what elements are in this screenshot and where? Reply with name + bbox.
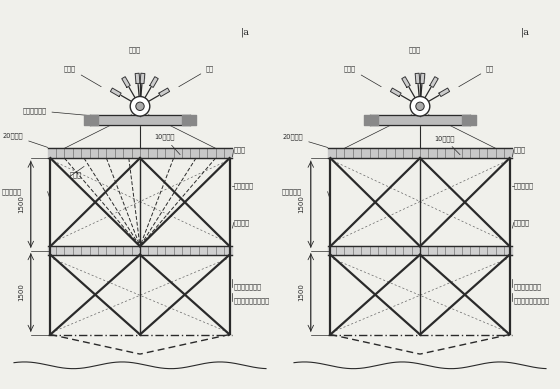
Text: 20井枱钉: 20井枱钉 bbox=[3, 132, 48, 147]
Circle shape bbox=[416, 102, 424, 110]
Polygon shape bbox=[159, 88, 170, 96]
Polygon shape bbox=[110, 88, 121, 96]
Text: 1500: 1500 bbox=[18, 195, 24, 213]
Polygon shape bbox=[140, 73, 145, 84]
Circle shape bbox=[410, 96, 430, 116]
Text: 格构支架: 格构支架 bbox=[234, 219, 250, 226]
Text: 脚手表: 脚手表 bbox=[514, 146, 526, 153]
Polygon shape bbox=[135, 73, 140, 84]
Text: 纵向水平杨: 纵向水平杨 bbox=[514, 183, 534, 189]
Text: 纵向水平杨: 纵向水平杨 bbox=[234, 183, 254, 189]
Polygon shape bbox=[439, 88, 450, 96]
Text: 附加水平剪刀筒: 附加水平剪刀筒 bbox=[234, 284, 262, 290]
Polygon shape bbox=[150, 77, 158, 88]
Text: 脚手表: 脚手表 bbox=[234, 146, 246, 153]
Text: 横向水平杨: 横向水平杨 bbox=[1, 188, 21, 195]
Text: |a: |a bbox=[241, 27, 250, 37]
Text: |a: |a bbox=[521, 27, 530, 37]
Polygon shape bbox=[415, 73, 420, 84]
Polygon shape bbox=[430, 77, 438, 88]
Text: 格构支架: 格构支架 bbox=[514, 219, 530, 226]
Text: 八字架: 八字架 bbox=[70, 172, 82, 178]
Text: 下接管: 下接管 bbox=[408, 47, 421, 53]
Text: 1500: 1500 bbox=[18, 284, 24, 301]
Text: 10千千典: 10千千典 bbox=[154, 134, 180, 155]
Text: 锂板支撑坐架: 锂板支撑坐架 bbox=[22, 107, 123, 119]
Text: 每二步水平杨设一道: 每二步水平杨设一道 bbox=[234, 298, 270, 304]
Circle shape bbox=[130, 96, 150, 116]
Text: 下接管: 下接管 bbox=[128, 47, 141, 53]
Polygon shape bbox=[122, 77, 130, 88]
Text: 每二步水平杨设一道: 每二步水平杨设一道 bbox=[514, 298, 550, 304]
Text: 20井枱钉: 20井枱钉 bbox=[283, 134, 328, 147]
Text: 10千千典: 10千千典 bbox=[434, 135, 460, 155]
Text: 下接件: 下接件 bbox=[344, 65, 381, 87]
Text: 1500: 1500 bbox=[298, 195, 304, 213]
Text: 横向水平杨: 横向水平杨 bbox=[281, 188, 301, 195]
Text: 螺扟: 螺扟 bbox=[179, 65, 214, 87]
Text: 1500: 1500 bbox=[298, 284, 304, 301]
Text: 附加水平剪刀筒: 附加水平剪刀筒 bbox=[514, 284, 542, 290]
Text: 螺扟: 螺扟 bbox=[459, 65, 494, 87]
Circle shape bbox=[136, 102, 144, 110]
Text: 下接件: 下接件 bbox=[64, 65, 101, 87]
Polygon shape bbox=[390, 88, 401, 96]
Polygon shape bbox=[402, 77, 410, 88]
Polygon shape bbox=[420, 73, 425, 84]
